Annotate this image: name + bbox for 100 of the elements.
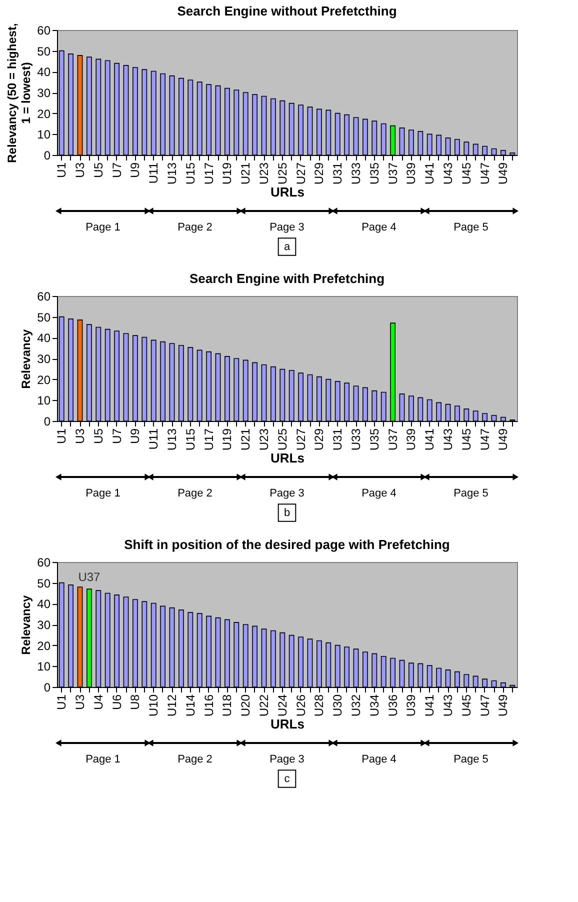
- text: b: [284, 506, 290, 519]
- text: Page 1: [86, 488, 120, 500]
- x-tick-label: U34: [367, 694, 382, 717]
- data-label: U37: [78, 570, 101, 584]
- x-tick-label: U14: [183, 694, 198, 717]
- x-axis-title: URLs: [270, 450, 304, 466]
- x-tick-label: U43: [441, 694, 455, 717]
- y-tick-label: 60: [37, 556, 51, 570]
- text: Page 2: [178, 754, 212, 766]
- x-tick-label: U30: [330, 694, 345, 717]
- text: Page 3: [270, 222, 304, 234]
- x-tick-label: U23: [257, 428, 271, 451]
- x-tick-label: U7: [110, 162, 124, 178]
- x-tick-label: U47: [478, 162, 492, 185]
- x-tick-label: U16: [202, 694, 216, 717]
- x-tick-label: U1: [54, 162, 69, 178]
- x-tick-label: U19: [220, 162, 234, 185]
- y-tick-label: 40: [37, 597, 51, 612]
- x-tick-label: U24: [275, 694, 290, 717]
- x-tick-label: U5: [91, 162, 106, 178]
- text: Page 5: [454, 754, 488, 766]
- x-tick-label: U19: [220, 428, 234, 451]
- x-tick-label: U27: [294, 162, 308, 185]
- y-tick-label: 10: [37, 128, 51, 142]
- x-tick-label: U18: [220, 694, 234, 717]
- x-tick-label: U17: [202, 428, 216, 451]
- text: a: [284, 240, 291, 253]
- x-tick-label: U27: [294, 428, 308, 451]
- y-tick-label: 20: [37, 372, 51, 387]
- y-tick-label: 40: [37, 65, 51, 80]
- x-tick-label: U35: [367, 162, 382, 185]
- x-tick-label: U21: [238, 162, 253, 185]
- x-tick-label: U37: [386, 162, 400, 185]
- text: c: [284, 772, 290, 785]
- x-tick-label: U10: [146, 694, 161, 717]
- x-tick-label: U35: [367, 428, 382, 451]
- y-tick-label: 40: [37, 331, 51, 346]
- chart-title: Search Engine with Prefetching: [189, 271, 385, 286]
- text: Page 5: [454, 222, 488, 234]
- x-tick-label: U26: [294, 694, 308, 717]
- x-axis-title: URLs: [270, 184, 304, 200]
- x-tick-label: U6: [110, 694, 124, 710]
- chart-title: Search Engine without Prefetcthing: [177, 4, 397, 19]
- x-tick-label: U49: [496, 694, 510, 717]
- x-tick-label: U47: [478, 428, 492, 451]
- x-tick-label: U29: [312, 428, 326, 451]
- y-tick-label: 0: [44, 414, 51, 428]
- text: Page 1: [86, 754, 120, 766]
- x-tick-label: U33: [349, 162, 363, 185]
- text: Page 4: [362, 488, 396, 500]
- x-tick-label: U12: [165, 694, 179, 717]
- x-tick-label: U49: [496, 162, 510, 185]
- x-tick-label: U39: [404, 694, 418, 717]
- y-axis-title: Relevancy: [19, 594, 34, 655]
- x-tick-label: U45: [459, 162, 474, 185]
- x-tick-label: U22: [257, 694, 271, 717]
- text: Page 5: [454, 488, 488, 500]
- x-tick-label: U1: [54, 694, 69, 710]
- text: Page 2: [178, 222, 212, 234]
- y-tick-label: 50: [37, 576, 51, 590]
- x-tick-label: U41: [422, 694, 437, 717]
- y-axis-title: Relevancy (50 = highest, 1 = lowest): [5, 23, 34, 163]
- y-tick-label: 30: [37, 86, 51, 100]
- x-tick-label: U47: [478, 694, 492, 717]
- text: Page 3: [270, 754, 304, 766]
- chart-title: Shift in position of the desired page with Prefetching: [124, 537, 450, 552]
- x-tick-label: U32: [349, 694, 363, 717]
- x-tick-label: U11: [146, 162, 161, 184]
- y-axis-title: Relevancy: [19, 328, 34, 389]
- y-tick-label: 20: [37, 638, 51, 653]
- x-tick-label: U31: [330, 162, 345, 185]
- x-tick-label: U43: [441, 162, 455, 185]
- text: Page 4: [362, 222, 396, 234]
- x-tick-label: U7: [110, 428, 124, 444]
- x-axis-title: URLs: [270, 716, 304, 732]
- y-tick-label: 50: [37, 44, 51, 58]
- x-tick-label: U9: [128, 162, 142, 178]
- text: Page 4: [362, 754, 396, 766]
- x-tick-label: U43: [441, 428, 455, 451]
- x-tick-label: U36: [386, 694, 400, 717]
- y-tick-label: 10: [37, 394, 51, 408]
- x-tick-label: U13: [165, 162, 179, 185]
- x-tick-label: U21: [238, 428, 253, 451]
- x-tick-label: U20: [238, 694, 253, 717]
- x-tick-label: U13: [165, 428, 179, 451]
- text: Page 2: [178, 488, 212, 500]
- x-tick-label: U3: [73, 162, 87, 178]
- text: Page 1: [86, 222, 120, 234]
- text: Page 3: [270, 488, 304, 500]
- x-tick-label: U45: [459, 428, 474, 451]
- x-tick-label: U49: [496, 428, 510, 451]
- x-tick-label: U11: [146, 428, 161, 450]
- y-tick-label: 30: [37, 352, 51, 366]
- y-tick-label: 0: [44, 680, 51, 694]
- x-tick-label: U28: [312, 694, 326, 717]
- x-tick-label: U8: [128, 694, 142, 710]
- x-tick-label: U41: [422, 428, 437, 451]
- y-tick-label: 50: [37, 310, 51, 324]
- y-tick-label: 0: [44, 148, 51, 162]
- y-tick-label: 60: [37, 24, 51, 38]
